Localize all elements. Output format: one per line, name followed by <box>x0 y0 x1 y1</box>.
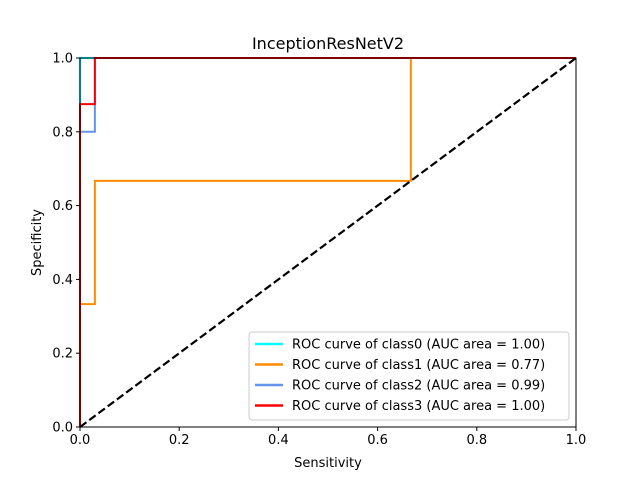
y-tick-label: 0.6 <box>52 199 73 214</box>
y-axis-label: Specificity <box>30 209 45 276</box>
x-tick-label: 1.0 <box>566 433 587 448</box>
legend: ROC curve of class0 (AUC area = 1.00) ROC… <box>248 331 570 421</box>
y-tick-label: 1.0 <box>52 52 73 67</box>
x-tick-label: 0.0 <box>70 433 91 448</box>
y-tick-label: 0.2 <box>52 347 73 362</box>
legend-label-class0: ROC curve of class0 (AUC area = 1.00) <box>292 338 545 353</box>
x-axis: 0.0 0.2 0.4 0.6 0.8 1.0 <box>70 427 587 448</box>
x-axis-label: Sensitivity <box>294 456 362 471</box>
y-tick-label: 0.4 <box>52 273 73 288</box>
legend-label-class3: ROC curve of class3 (AUC area = 1.00) <box>292 399 545 414</box>
legend-label-class2: ROC curve of class2 (AUC area = 0.99) <box>292 379 545 394</box>
y-tick-label: 0.8 <box>52 125 73 140</box>
x-tick-label: 0.6 <box>367 433 388 448</box>
x-tick-label: 0.8 <box>466 433 487 448</box>
plot-frame <box>79 57 577 428</box>
chart-title: InceptionResNetV2 <box>252 34 404 53</box>
y-tick-label: 0.0 <box>52 421 73 436</box>
x-tick-label: 0.2 <box>169 433 190 448</box>
legend-label-class1: ROC curve of class1 (AUC area = 0.77) <box>292 358 545 373</box>
y-axis: 0.0 0.2 0.4 0.6 0.8 1.0 <box>52 52 80 436</box>
x-tick-label: 0.4 <box>268 433 289 448</box>
legend-box <box>248 331 570 421</box>
